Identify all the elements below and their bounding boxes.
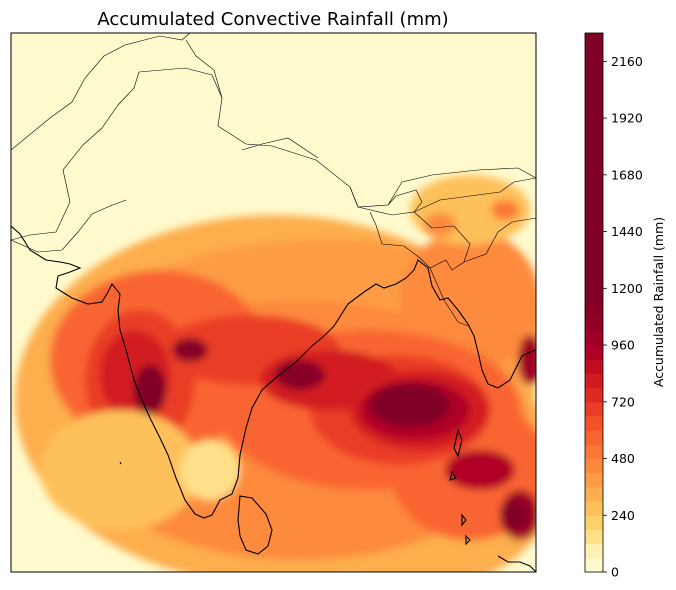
rainfall-contour	[180, 440, 240, 500]
rainfall-contour	[172, 338, 208, 362]
colorbar-band	[585, 415, 603, 431]
colorbar-frame	[584, 32, 604, 573]
rainfall-contour	[438, 276, 462, 304]
colorbar-band	[585, 430, 603, 445]
colorbar-band	[585, 302, 603, 318]
colorbar-band	[585, 288, 603, 303]
colorbar-band	[585, 444, 603, 460]
colorbar-band	[585, 401, 603, 417]
colorbar-band	[585, 33, 603, 289]
colorbar-band	[585, 486, 603, 502]
rainfall-contour	[501, 501, 529, 529]
rainfall-contour	[275, 360, 325, 390]
map-frame	[10, 32, 537, 573]
rainfall-contour	[445, 450, 515, 490]
rainfall-contour	[134, 365, 166, 415]
colorbar-tick-label: 2160	[611, 54, 643, 69]
colorbar-label: Accumulated Rainfall (mm)	[651, 217, 666, 387]
colorbar-band	[585, 359, 603, 374]
rainfall-contour	[518, 335, 536, 385]
colorbar-tick-label: 960	[611, 338, 635, 353]
colorbar-tick-label: 1200	[611, 281, 643, 296]
colorbar-band	[585, 373, 603, 389]
map-panel	[10, 32, 537, 573]
colorbar-band	[585, 387, 603, 403]
country-borders	[11, 33, 536, 327]
colorbar-band	[585, 557, 603, 573]
colorbar-ticks: 0 240 480 720 960 1200 1440 1680 1920 2160	[603, 54, 643, 580]
colorbar: 0 240 480 720 960 1200 1440 1680 1920 2160 Accumu…	[584, 32, 666, 580]
colorbar-tick-label: 0	[611, 565, 619, 580]
colorbar-band	[585, 458, 603, 474]
colorbar-tick-label: 720	[611, 394, 635, 409]
colorbar-band	[585, 330, 603, 346]
colorbar-band	[585, 501, 603, 516]
colorbar-tick-label: 480	[611, 451, 635, 466]
rainfall-field	[15, 175, 536, 572]
rainfall-contour	[491, 200, 519, 220]
colorbar-band	[585, 515, 603, 530]
colorbar-band	[585, 345, 603, 360]
chart-title: Accumulated Convective Rainfall (mm)	[97, 9, 448, 30]
colorbar-tick-label: 240	[611, 508, 635, 523]
colorbar-band	[585, 472, 603, 488]
colorbar-band	[585, 316, 603, 332]
rainfall-contour	[370, 383, 450, 427]
coastlines	[11, 225, 536, 572]
colorbar-band	[585, 543, 603, 559]
colorbar-bands	[585, 33, 603, 573]
rainfall-contour	[400, 230, 536, 370]
rainfall-contour	[40, 410, 200, 530]
rainfall-contour	[424, 213, 456, 237]
colorbar-tick-label: 1680	[611, 167, 643, 182]
colorbar-band	[585, 529, 603, 545]
colorbar-tick-label: 1440	[611, 224, 643, 239]
colorbar-tick-label: 1920	[611, 111, 643, 126]
